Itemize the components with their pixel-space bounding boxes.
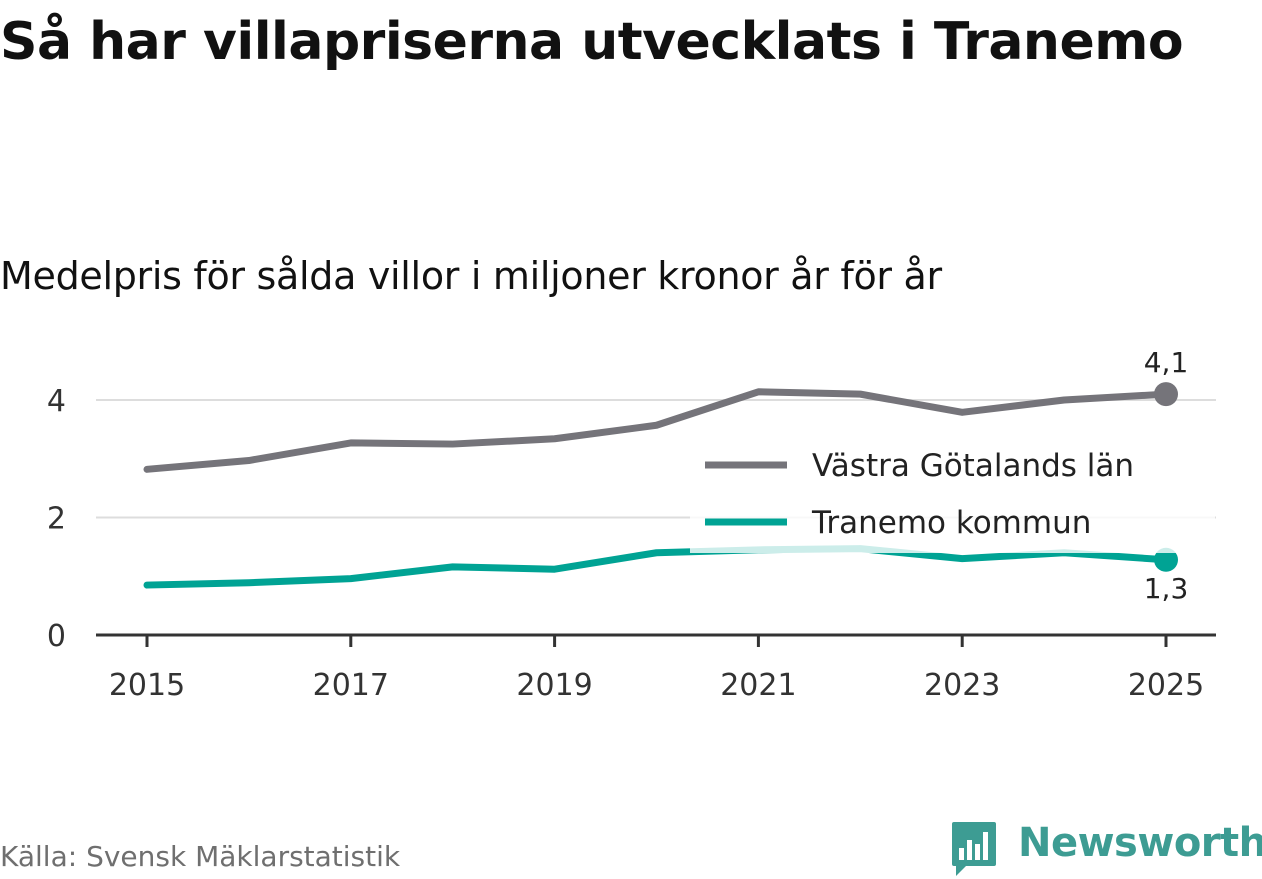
data-label-1: 1,3 (1144, 572, 1189, 605)
x-tick-label: 2015 (109, 668, 185, 703)
y-tick-label: 2 (47, 502, 66, 537)
x-tick-label: 2023 (924, 668, 1000, 703)
series-end-marker-0 (1154, 382, 1178, 407)
newsworthy-logo-icon (952, 822, 996, 876)
y-tick-label: 4 (47, 384, 66, 419)
legend-label-1: Tranemo kommun (811, 505, 1091, 541)
chart-subtitle: Medelpris för sålda villor i miljoner kr… (0, 254, 942, 298)
source-note: Källa: Svensk Mäklarstatistik (0, 840, 401, 873)
x-tick-label: 2019 (516, 668, 592, 703)
brand-name: Newsworthy (1018, 820, 1262, 866)
chart-title: Så har villapriserna utvecklats i Tranem… (0, 12, 1184, 72)
legend-background (690, 435, 1215, 553)
series-line-0 (143, 388, 1170, 473)
y-tick-label: 0 (47, 619, 66, 654)
series-line-1 (143, 545, 1170, 589)
data-label-0: 4,1 (1144, 346, 1189, 379)
series-end-marker-1 (1154, 547, 1178, 572)
x-tick-label: 2017 (313, 668, 389, 703)
legend-label-0: Västra Götalands län (812, 448, 1134, 484)
x-tick-label: 2025 (1128, 668, 1204, 703)
x-tick-label: 2021 (720, 668, 796, 703)
